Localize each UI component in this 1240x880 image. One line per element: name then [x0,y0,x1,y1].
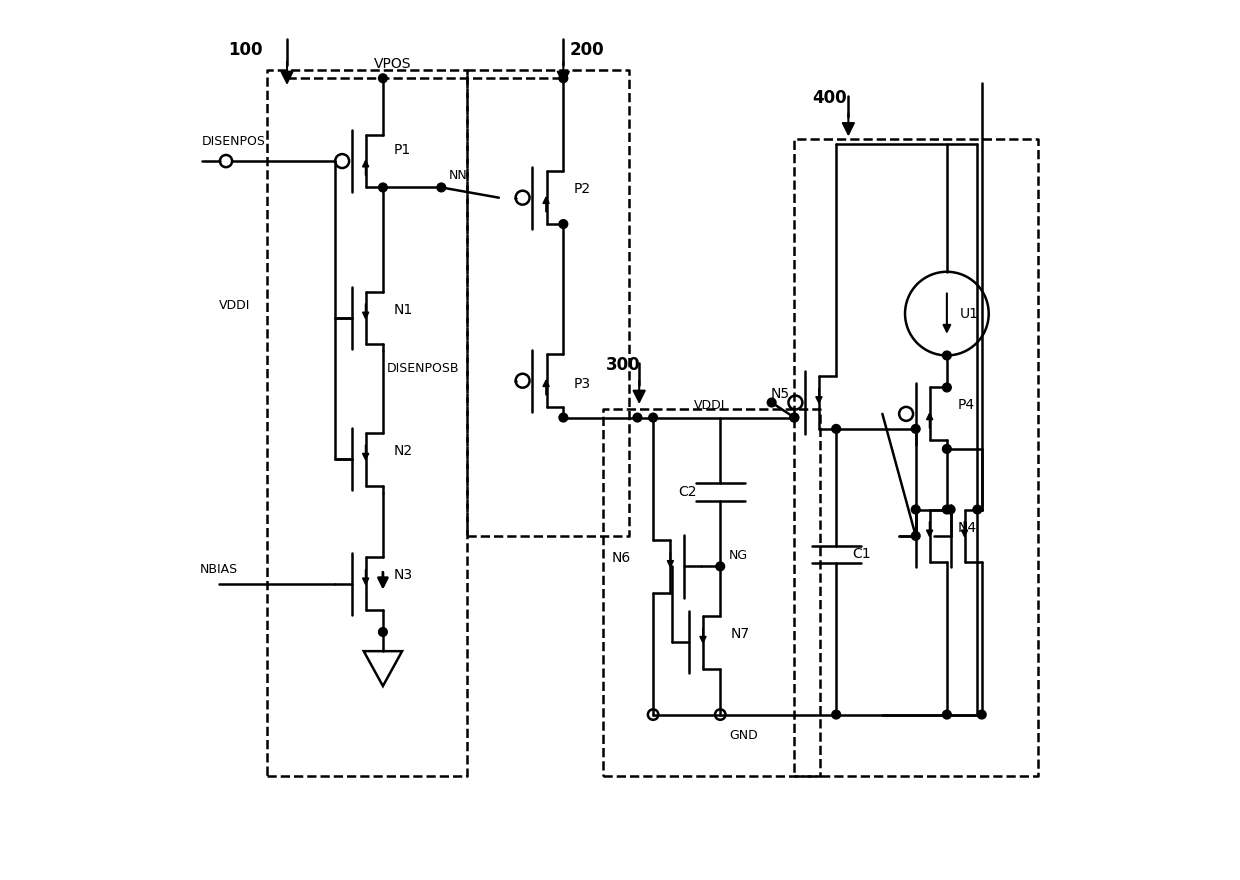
Circle shape [559,74,568,83]
Text: VDDI: VDDI [219,299,250,312]
Circle shape [378,627,387,636]
Text: VDDI: VDDI [694,399,725,412]
Circle shape [911,505,920,514]
Circle shape [634,414,642,422]
Circle shape [436,183,445,192]
Text: GND: GND [729,729,758,742]
Circle shape [559,220,568,229]
Text: NG: NG [729,549,748,562]
Circle shape [649,414,657,422]
Circle shape [946,505,955,514]
Text: P3: P3 [574,377,591,391]
Text: N4: N4 [957,521,976,534]
Text: N1: N1 [393,303,413,317]
Text: C1: C1 [852,547,870,561]
Circle shape [942,710,951,719]
Circle shape [790,414,799,422]
Text: N5: N5 [771,387,790,401]
Circle shape [378,183,387,192]
Circle shape [942,505,951,514]
Circle shape [942,383,951,392]
Text: NBIAS: NBIAS [200,563,238,576]
Text: 400: 400 [812,89,847,106]
Circle shape [942,351,951,360]
Circle shape [790,414,799,422]
Text: P4: P4 [957,399,975,413]
Text: N6: N6 [611,551,630,565]
Text: VPOS: VPOS [374,57,412,70]
Circle shape [832,424,841,433]
Circle shape [768,398,776,407]
Circle shape [942,444,951,453]
Text: C2: C2 [678,485,697,499]
Circle shape [378,74,387,83]
Circle shape [911,424,920,433]
Text: NN: NN [449,169,467,181]
Text: P1: P1 [393,143,410,158]
Circle shape [832,710,841,719]
Circle shape [715,562,724,571]
Text: N2: N2 [393,444,413,458]
Circle shape [911,532,920,540]
Circle shape [973,505,982,514]
Text: N7: N7 [730,627,750,641]
Text: DISENPOS: DISENPOS [202,136,265,149]
Circle shape [977,710,986,719]
Text: 300: 300 [606,356,641,374]
Text: 100: 100 [228,40,262,59]
Text: DISENPOSB: DISENPOSB [387,362,459,375]
Circle shape [559,414,568,422]
Text: P2: P2 [574,182,591,196]
Text: N3: N3 [393,568,413,583]
Text: 200: 200 [569,40,604,59]
Text: U1: U1 [960,306,978,320]
